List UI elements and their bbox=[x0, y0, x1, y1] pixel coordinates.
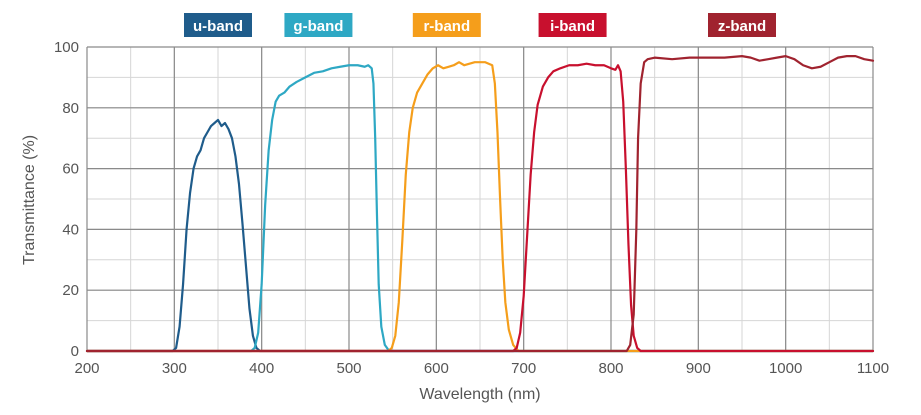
y-tick-labels: 0 20 40 60 80 100 bbox=[54, 39, 79, 360]
x-tick-label: 1100 bbox=[857, 360, 889, 377]
y-tick-label: 20 bbox=[62, 282, 79, 299]
legend-label-i-band: i-band bbox=[550, 18, 595, 35]
x-tick-label: 300 bbox=[162, 360, 187, 377]
y-tick-label: 80 bbox=[62, 100, 79, 117]
series-line-g-band bbox=[85, 64, 875, 353]
grid-minor bbox=[86, 46, 874, 352]
series-line-i-band bbox=[85, 62, 875, 353]
legend-label-r-band: r-band bbox=[423, 18, 470, 35]
y-tick-label: 100 bbox=[54, 39, 79, 56]
y-tick-label: 0 bbox=[71, 343, 79, 360]
x-axis-title: Wavelength (nm) bbox=[419, 386, 540, 403]
legend-label-u-band: u-band bbox=[193, 18, 243, 35]
series-line-z-band bbox=[85, 55, 875, 353]
x-tick-label: 600 bbox=[424, 360, 449, 377]
legend: u-band g-band r-band i-band z-band bbox=[184, 13, 776, 37]
series-layer bbox=[85, 55, 875, 353]
y-axis-title: Transmittance (%) bbox=[21, 135, 38, 265]
x-tick-label: 200 bbox=[74, 360, 99, 377]
legend-swatch-z-band bbox=[708, 13, 776, 37]
x-tick-label: 700 bbox=[511, 360, 536, 377]
y-tick-label: 60 bbox=[62, 161, 79, 178]
series-line-r-band bbox=[85, 61, 875, 353]
x-tick-label: 900 bbox=[686, 360, 711, 377]
legend-label-g-band: g-band bbox=[293, 18, 343, 35]
legend-swatch-r-band bbox=[412, 13, 481, 37]
x-tick-label: 400 bbox=[249, 360, 274, 377]
y-tick-label: 40 bbox=[62, 221, 79, 238]
x-tick-labels: 200 300 400 500 600 700 800 900 1000 1100 bbox=[74, 360, 889, 377]
legend-swatch-u-band bbox=[184, 13, 252, 37]
legend-swatch-g-band bbox=[284, 13, 353, 37]
legend-swatch-i-band bbox=[538, 13, 607, 37]
series-line-u-band bbox=[85, 118, 875, 353]
x-tick-label: 500 bbox=[336, 360, 361, 377]
x-tick-label: 800 bbox=[598, 360, 623, 377]
x-tick-label: 1000 bbox=[769, 360, 802, 377]
legend-label-z-band: z-band bbox=[718, 18, 766, 35]
